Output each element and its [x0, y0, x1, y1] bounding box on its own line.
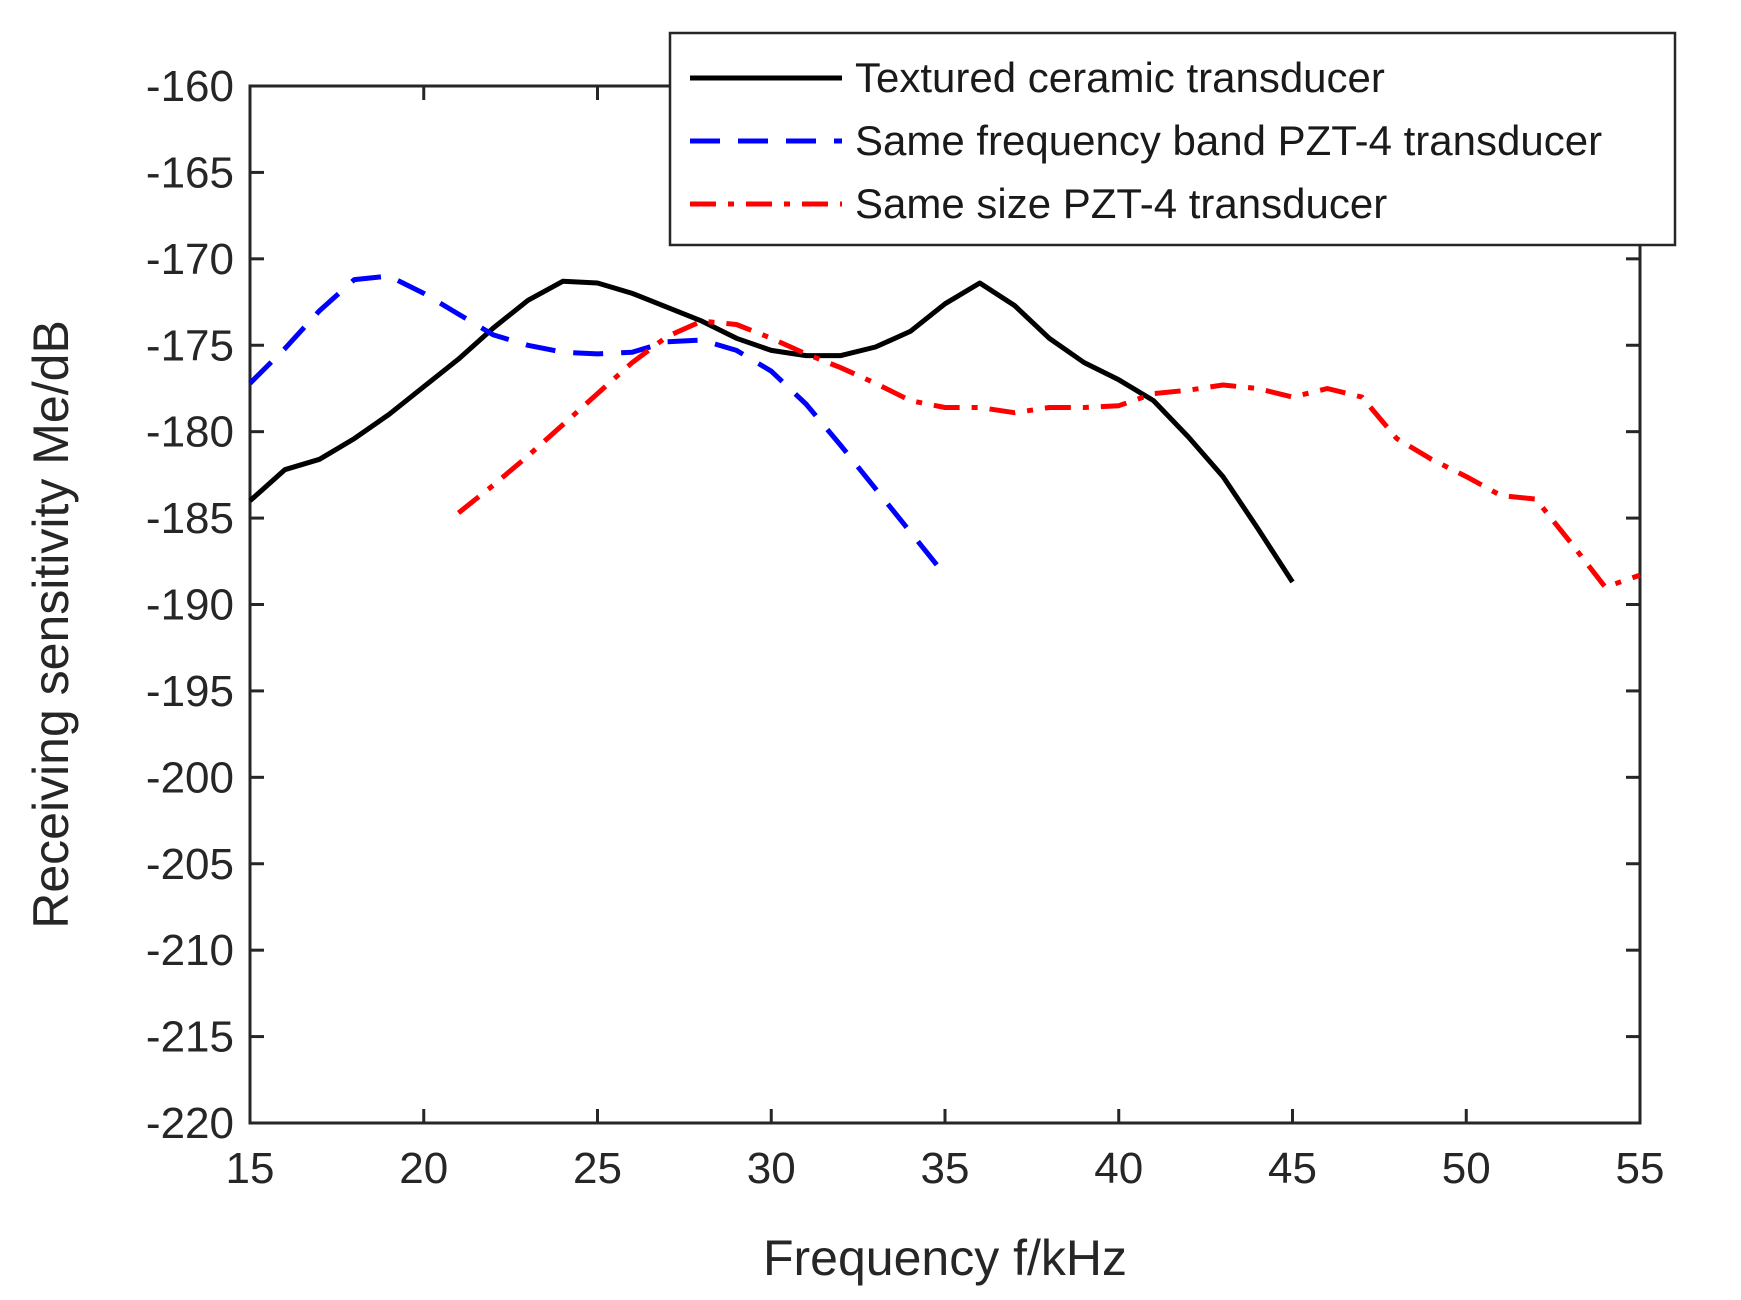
x-tick-label: 25: [573, 1144, 622, 1193]
y-tick-label: -180: [146, 408, 234, 457]
series-line: [248, 273, 947, 577]
y-tick-label: -190: [146, 581, 234, 630]
y-tick-label: -185: [146, 494, 234, 543]
y-tick-label: -200: [146, 753, 234, 802]
x-tick-label: 35: [921, 1144, 970, 1193]
y-tick-label: -205: [146, 840, 234, 889]
series-3: [456, 318, 1641, 590]
y-tick-label: -175: [146, 321, 234, 370]
y-tick-label: -215: [146, 1013, 234, 1062]
y-axis: -160 -165 -170 -175 -180 -185 -190 -195 -200 -205…: [146, 62, 1640, 1148]
x-tick-label: 40: [1094, 1144, 1143, 1193]
legend-label: Same frequency band PZT-4 transducer: [855, 117, 1602, 164]
series-layer: [248, 273, 1641, 590]
series-line: [248, 278, 1295, 584]
x-tick-label: 30: [747, 1144, 796, 1193]
legend-label: Same size PZT-4 transducer: [855, 180, 1387, 227]
x-tick-label: 45: [1268, 1144, 1317, 1193]
plot-area: [248, 84, 1642, 1125]
y-tick-label: -195: [146, 667, 234, 716]
series-2: [248, 273, 947, 577]
series-line: [456, 318, 1641, 590]
legend-label: Textured ceramic transducer: [855, 54, 1385, 101]
y-tick-label: -165: [146, 148, 234, 197]
x-tick-label: 55: [1616, 1144, 1665, 1193]
y-tick-label: -210: [146, 926, 234, 975]
x-axis: 15 20 25 30 35 40 45 50 55: [226, 86, 1665, 1193]
x-tick-label: 20: [399, 1144, 448, 1193]
x-tick-label: 50: [1442, 1144, 1491, 1193]
series-1: [248, 278, 1295, 584]
y-tick-label: -160: [146, 62, 234, 111]
x-tick-label: 15: [226, 1144, 275, 1193]
x-axis-title: Frequency f/kHz: [763, 1230, 1127, 1286]
legend: Textured ceramic transducer Same frequenc…: [668, 31, 1677, 247]
y-tick-label: -170: [146, 235, 234, 284]
y-tick-label: -220: [146, 1099, 234, 1148]
y-axis-title: Receiving sensitivity Me/dB: [23, 320, 79, 929]
